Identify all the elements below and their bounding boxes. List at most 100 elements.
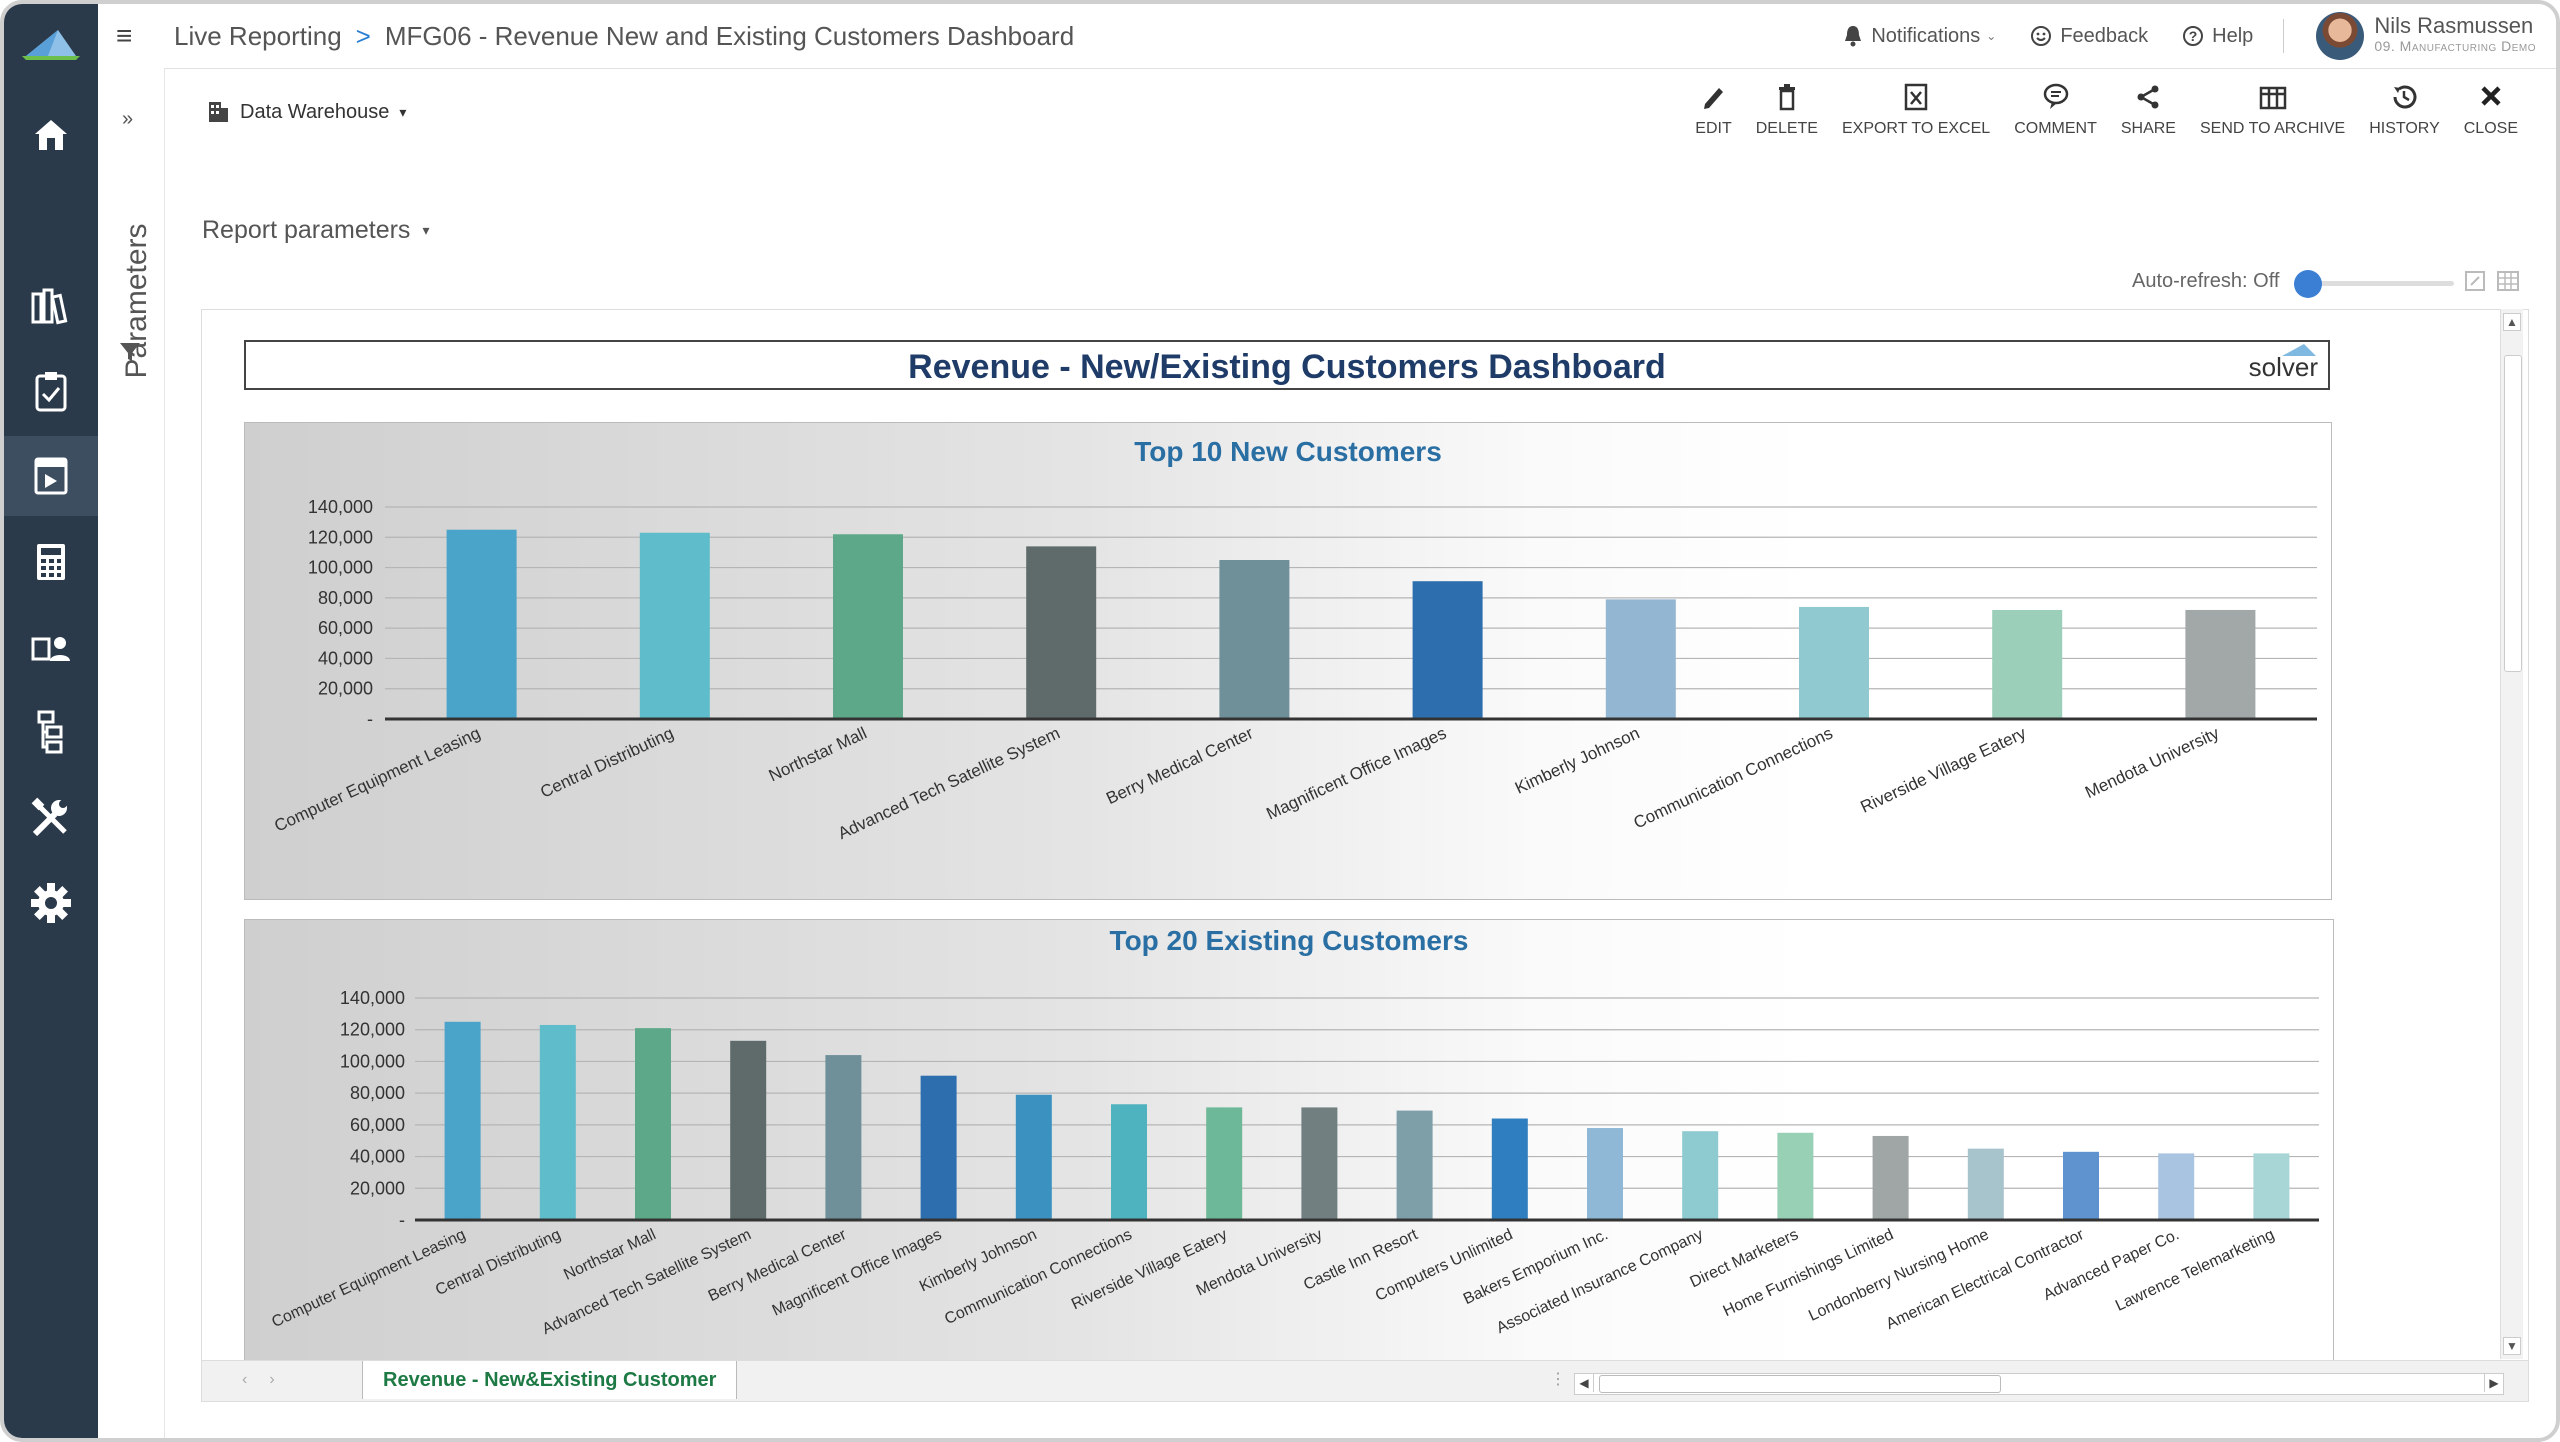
comment-button[interactable]: COMMENT — [2014, 82, 2097, 138]
scroll-up-icon[interactable]: ▲ — [2503, 313, 2521, 331]
notifications-label: Notifications — [1871, 24, 1981, 47]
share-icon — [2137, 85, 2159, 109]
library-icon — [31, 288, 68, 325]
bar[interactable] — [1491, 1118, 1528, 1220]
sidebar-item-reports[interactable] — [4, 436, 98, 516]
bar[interactable] — [539, 1024, 576, 1220]
share-label: SHARE — [2120, 120, 2176, 137]
history-button[interactable]: HISTORY — [2369, 82, 2440, 138]
bar[interactable] — [2185, 609, 2256, 719]
bar[interactable] — [1026, 546, 1097, 719]
x-tick-label: Kimberly Johnson — [1512, 723, 1642, 797]
scroll-right-icon[interactable]: ▶ — [2484, 1374, 2503, 1392]
help-button[interactable]: ? Help — [2182, 25, 2253, 48]
send-to-archive-button[interactable]: SEND TO ARCHIVE — [2200, 82, 2345, 138]
bar[interactable] — [1015, 1094, 1052, 1220]
bar[interactable] — [2253, 1153, 2290, 1220]
bar[interactable] — [1992, 609, 2063, 719]
user-menu[interactable]: Nils Rasmussen 09. Manufacturing Demo — [2374, 15, 2536, 56]
x-tick-label: Mendota University — [2082, 723, 2222, 802]
bar[interactable] — [1967, 1148, 2004, 1220]
bar[interactable] — [1587, 1128, 1623, 1220]
bar[interactable] — [2063, 1151, 2099, 1220]
scroll-down-icon[interactable]: ▼ — [2503, 1337, 2521, 1355]
report-parameters-toggle[interactable]: Report parameters ▾ — [202, 216, 429, 245]
dashboard-title-box: Revenue - New/Existing Customers Dashboa… — [244, 340, 2330, 390]
sheet-nav-arrows-icon[interactable]: ‹› — [242, 1371, 297, 1388]
bar[interactable] — [2158, 1153, 2195, 1220]
bar[interactable] — [833, 534, 903, 719]
close-button[interactable]: CLOSE — [2464, 82, 2518, 138]
menu-icon[interactable]: ≡ — [116, 20, 133, 51]
divider — [2283, 19, 2285, 53]
bar[interactable] — [639, 532, 710, 719]
delete-button[interactable]: DELETE — [1756, 82, 1818, 138]
sidebar-item-planning[interactable] — [4, 522, 98, 602]
sidebar-item-hierarchy[interactable] — [4, 692, 98, 772]
notifications-button[interactable]: Notifications ⌄ — [1843, 25, 1996, 48]
x-tick-label: Riverside Village Eatery — [1069, 1226, 1230, 1313]
chart-title: Top 10 New Customers — [1134, 436, 1442, 467]
bar[interactable] — [1799, 606, 1869, 719]
avatar[interactable] — [2316, 12, 2365, 60]
y-tick-label: 140,000 — [340, 988, 405, 1008]
bar[interactable] — [730, 1040, 767, 1220]
grid-view-icon[interactable] — [2496, 270, 2520, 292]
auto-refresh-toggle[interactable] — [2294, 268, 2454, 298]
horizontal-scrollbar[interactable]: ◀ ▶ — [1574, 1373, 2504, 1395]
sidebar-item-tools[interactable] — [4, 778, 98, 858]
bar[interactable] — [635, 1028, 671, 1220]
splitter-grip-icon[interactable]: ⋮ — [1550, 1371, 1566, 1388]
breadcrumb-root[interactable]: Live Reporting — [174, 21, 342, 51]
gear-icon — [31, 883, 71, 923]
y-tick-label: 100,000 — [340, 1051, 405, 1071]
bar[interactable] — [1777, 1132, 1814, 1220]
bar[interactable] — [444, 1021, 481, 1220]
expand-view-icon[interactable] — [2464, 270, 2486, 292]
bar[interactable] — [1682, 1131, 1719, 1220]
sheet-tab-revenue[interactable]: Revenue - New&Existing Customer — [362, 1361, 738, 1399]
solver-logo-icon[interactable] — [18, 22, 84, 62]
vertical-scrollbar[interactable]: ▲ ▼ — [2500, 309, 2523, 1359]
sidebar-item-users[interactable] — [4, 607, 98, 687]
bar[interactable] — [446, 529, 517, 719]
dashboard-title: Revenue - New/Existing Customers Dashboa… — [908, 348, 1666, 386]
sidebar — [4, 4, 98, 1438]
bell-icon — [1845, 26, 1862, 47]
bar[interactable] — [920, 1075, 957, 1220]
chart-title: Top 20 Existing Customers — [1110, 925, 1469, 956]
sidebar-item-home[interactable] — [4, 94, 98, 174]
y-tick-label: - — [399, 1210, 405, 1230]
scrollbar-thumb[interactable] — [2504, 355, 2522, 672]
bar[interactable] — [1872, 1135, 1909, 1220]
share-button[interactable]: SHARE — [2121, 82, 2176, 138]
scroll-left-icon[interactable]: ◀ — [1575, 1374, 1594, 1392]
bar[interactable] — [1396, 1110, 1433, 1220]
history-icon — [2393, 85, 2417, 109]
h-scrollbar-thumb[interactable] — [1599, 1375, 2001, 1393]
chart-svg: Top 10 New Customers 140,000 120,000 100,00… — [271, 436, 2317, 843]
bar[interactable] — [1301, 1107, 1338, 1220]
close-icon — [2481, 86, 2501, 106]
feedback-button[interactable]: Feedback — [2030, 25, 2148, 48]
edit-button[interactable]: EDIT — [1695, 82, 1732, 138]
filter-icon[interactable] — [118, 340, 142, 364]
bar[interactable] — [825, 1055, 862, 1220]
expand-icon[interactable]: » — [122, 108, 134, 130]
sidebar-item-settings[interactable] — [4, 863, 98, 943]
bar[interactable] — [1111, 1104, 1147, 1220]
bar[interactable] — [1412, 581, 1483, 719]
x-tick-label: Berry Medical Center — [1103, 723, 1256, 808]
export-to-excel-button[interactable]: EXPORT TO EXCEL — [1842, 82, 1990, 138]
bar[interactable] — [1219, 560, 1290, 719]
sidebar-item-library[interactable] — [4, 266, 98, 346]
comment-icon — [2043, 83, 2068, 109]
report-icon — [34, 457, 68, 495]
bar[interactable] — [1206, 1107, 1243, 1220]
bar[interactable] — [1605, 599, 1676, 719]
datasource-select[interactable]: Data Warehouse ▾ — [206, 100, 406, 124]
chart-svg: Top 20 Existing Customers 140,000 120,000 1… — [269, 925, 2319, 1338]
y-tick-label: 120,000 — [308, 527, 373, 547]
sidebar-item-tasks[interactable] — [4, 351, 98, 431]
